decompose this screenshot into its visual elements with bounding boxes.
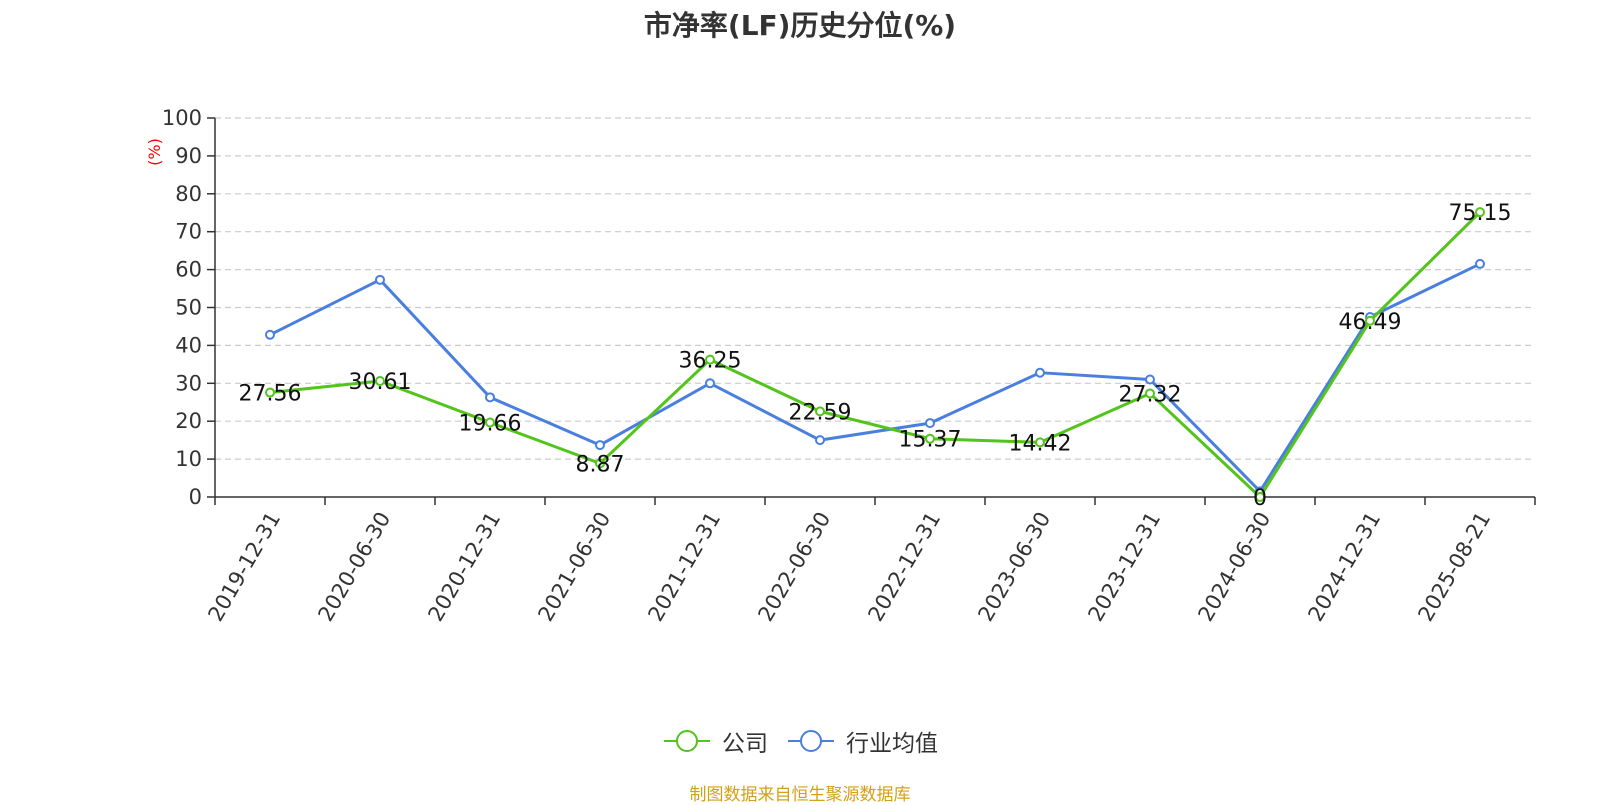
x-tick-label: 2021-06-30 (533, 508, 615, 626)
data-point (925, 433, 935, 444)
data-point (265, 329, 275, 340)
legend: 公司 行业均值 (0, 724, 1600, 758)
data-point (815, 406, 825, 417)
data-point (595, 458, 605, 469)
legend-label-company: 公司 (722, 731, 768, 757)
y-axis-unit-label: (%) (145, 138, 164, 166)
data-label: 15.37 (899, 428, 962, 453)
data-label: 0 (1253, 486, 1267, 511)
data-label: 14.42 (1009, 431, 1072, 456)
x-tick-label: 2022-12-31 (863, 508, 945, 626)
data-point (1255, 492, 1265, 502)
y-tick-label: 100 (162, 106, 202, 130)
y-tick-label: 70 (175, 220, 202, 244)
source-note: 制图数据来自恒生聚源数据库 (689, 785, 911, 805)
data-labels: 27.56 30.61 19.66 8.87 36.25 22.59 15.37 14.42 2… (239, 201, 1512, 511)
x-tick-label: 2022-06-30 (753, 508, 835, 626)
y-tick-label: 10 (175, 447, 202, 471)
x-tick-label: 2024-12-31 (1303, 508, 1385, 626)
y-tick-label: 40 (175, 333, 202, 357)
x-tick-label: 2020-12-31 (423, 508, 505, 626)
data-label: 27.32 (1119, 382, 1182, 407)
x-tick-label: 2020-06-30 (313, 508, 395, 626)
data-label: 19.66 (459, 411, 522, 436)
data-label: 22.59 (789, 400, 852, 425)
y-tick-label: 0 (189, 485, 202, 509)
series-line-0 (269, 211, 1482, 499)
y-tick-label: 90 (175, 144, 202, 168)
series-lines (265, 207, 1485, 502)
data-point (1475, 258, 1485, 269)
tick-labels: 0 10 20 30 40 50 60 70 80 90 100 2019-12-31 2020-06-… (162, 106, 1495, 625)
legend-marker-icon (788, 730, 834, 752)
data-point (1145, 374, 1155, 385)
grid-lines (215, 117, 1535, 460)
data-point (1365, 315, 1375, 326)
y-tick-label: 30 (175, 371, 202, 395)
data-point (705, 354, 715, 365)
data-label: 8.87 (576, 452, 625, 477)
series-line-1 (269, 262, 1481, 493)
data-point (1145, 388, 1155, 399)
legend-marker-icon (664, 730, 710, 752)
y-tick-label: 80 (175, 182, 202, 206)
data-point (265, 387, 275, 398)
legend-item-company[interactable]: 公司 (662, 724, 768, 758)
data-point (705, 378, 715, 389)
data-point (375, 375, 385, 386)
data-point (815, 435, 825, 446)
x-tick-label: 2023-06-30 (973, 508, 1055, 626)
data-point (375, 274, 385, 285)
x-tick-label: 2021-12-31 (643, 508, 725, 626)
data-label: 46.49 (1339, 310, 1402, 335)
x-tick-label: 2024-06-30 (1193, 508, 1275, 626)
data-label: 30.61 (349, 370, 412, 395)
data-point (1035, 367, 1045, 378)
chart-title: 市净率(LF)历史分位(%) (643, 9, 957, 42)
data-point (1475, 207, 1485, 218)
x-tick-label: 2023-12-31 (1083, 508, 1165, 626)
axes (207, 117, 1536, 505)
legend-label-industry-avg: 行业均值 (846, 731, 938, 757)
data-point (485, 417, 495, 428)
data-point (485, 392, 495, 403)
x-tick-label: 2025-08-21 (1413, 508, 1495, 626)
x-tick-label: 2019-12-31 (203, 508, 285, 626)
data-point (1035, 437, 1045, 448)
y-tick-label: 50 (175, 296, 202, 320)
data-label: 27.56 (239, 382, 302, 407)
data-point (595, 440, 605, 451)
data-label: 36.25 (679, 349, 742, 374)
data-point (925, 418, 935, 429)
y-tick-label: 60 (175, 258, 202, 282)
data-label: 75.15 (1449, 201, 1512, 226)
y-tick-label: 20 (175, 409, 202, 433)
legend-item-industry-avg[interactable]: 行业均值 (786, 724, 938, 758)
